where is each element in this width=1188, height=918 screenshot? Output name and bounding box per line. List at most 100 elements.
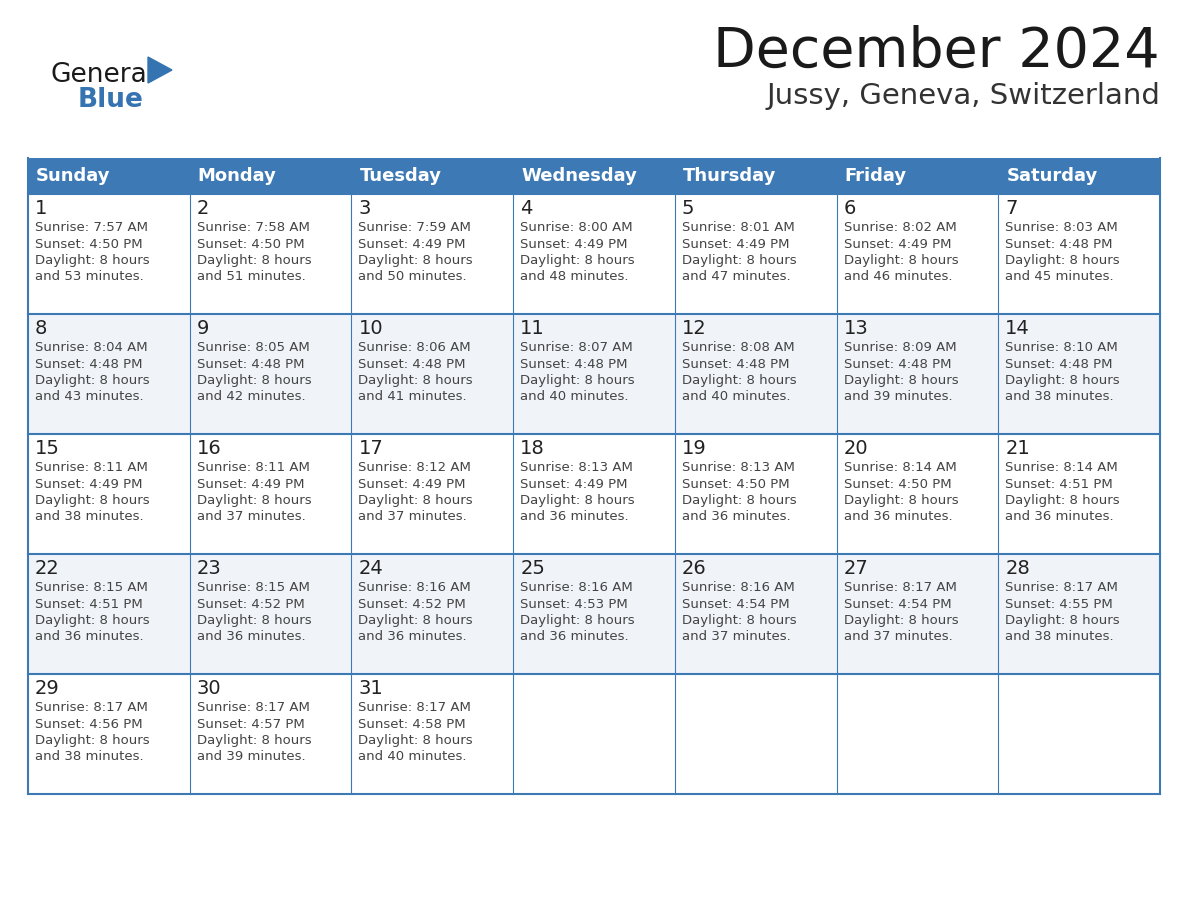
- Text: Daylight: 8 hours: Daylight: 8 hours: [682, 494, 796, 507]
- Text: Sunrise: 8:17 AM: Sunrise: 8:17 AM: [34, 701, 147, 714]
- Text: Sunset: 4:50 PM: Sunset: 4:50 PM: [34, 238, 143, 251]
- Text: 2: 2: [197, 199, 209, 218]
- Text: Blue: Blue: [78, 87, 144, 113]
- Text: Sunset: 4:48 PM: Sunset: 4:48 PM: [1005, 238, 1113, 251]
- Text: Daylight: 8 hours: Daylight: 8 hours: [1005, 494, 1120, 507]
- Text: and 43 minutes.: and 43 minutes.: [34, 390, 144, 404]
- Text: Daylight: 8 hours: Daylight: 8 hours: [843, 614, 959, 627]
- Text: and 38 minutes.: and 38 minutes.: [1005, 631, 1114, 644]
- Text: Daylight: 8 hours: Daylight: 8 hours: [197, 734, 311, 747]
- Text: Daylight: 8 hours: Daylight: 8 hours: [520, 254, 634, 267]
- Text: Daylight: 8 hours: Daylight: 8 hours: [520, 614, 634, 627]
- Text: and 37 minutes.: and 37 minutes.: [682, 631, 790, 644]
- Text: and 40 minutes.: and 40 minutes.: [682, 390, 790, 404]
- Text: Sunrise: 8:02 AM: Sunrise: 8:02 AM: [843, 221, 956, 234]
- Bar: [29, 554, 1159, 674]
- Text: and 37 minutes.: and 37 minutes.: [197, 510, 305, 523]
- Text: 7: 7: [1005, 199, 1018, 218]
- Text: Sunset: 4:48 PM: Sunset: 4:48 PM: [520, 357, 627, 371]
- Text: and 36 minutes.: and 36 minutes.: [1005, 510, 1114, 523]
- Text: Sunrise: 7:58 AM: Sunrise: 7:58 AM: [197, 221, 310, 234]
- Text: Sunrise: 8:16 AM: Sunrise: 8:16 AM: [682, 581, 795, 594]
- Text: Jussy, Geneva, Switzerland: Jussy, Geneva, Switzerland: [766, 82, 1159, 110]
- Text: and 39 minutes.: and 39 minutes.: [197, 751, 305, 764]
- Text: 9: 9: [197, 319, 209, 338]
- Text: Tuesday: Tuesday: [360, 167, 442, 185]
- Text: Sunrise: 8:11 AM: Sunrise: 8:11 AM: [197, 461, 310, 474]
- Text: Daylight: 8 hours: Daylight: 8 hours: [359, 254, 473, 267]
- Text: and 36 minutes.: and 36 minutes.: [359, 631, 467, 644]
- Text: 18: 18: [520, 439, 545, 458]
- Text: and 36 minutes.: and 36 minutes.: [34, 631, 144, 644]
- Text: Sunrise: 8:17 AM: Sunrise: 8:17 AM: [359, 701, 472, 714]
- Bar: [29, 434, 1159, 554]
- Text: 30: 30: [197, 679, 221, 698]
- Text: Sunset: 4:48 PM: Sunset: 4:48 PM: [359, 357, 466, 371]
- Text: 11: 11: [520, 319, 545, 338]
- Text: 13: 13: [843, 319, 868, 338]
- Text: Daylight: 8 hours: Daylight: 8 hours: [34, 734, 150, 747]
- Text: Sunset: 4:58 PM: Sunset: 4:58 PM: [359, 718, 466, 731]
- Text: Sunrise: 8:03 AM: Sunrise: 8:03 AM: [1005, 221, 1118, 234]
- Text: and 37 minutes.: and 37 minutes.: [359, 510, 467, 523]
- Text: 19: 19: [682, 439, 707, 458]
- Text: 21: 21: [1005, 439, 1030, 458]
- Text: Sunset: 4:49 PM: Sunset: 4:49 PM: [843, 238, 952, 251]
- Text: 24: 24: [359, 559, 384, 578]
- Text: and 40 minutes.: and 40 minutes.: [359, 751, 467, 764]
- Text: 31: 31: [359, 679, 384, 698]
- Text: Daylight: 8 hours: Daylight: 8 hours: [34, 494, 150, 507]
- Text: 5: 5: [682, 199, 694, 218]
- Text: Sunrise: 8:16 AM: Sunrise: 8:16 AM: [520, 581, 633, 594]
- Text: Sunset: 4:48 PM: Sunset: 4:48 PM: [34, 357, 143, 371]
- Text: Daylight: 8 hours: Daylight: 8 hours: [197, 254, 311, 267]
- Text: December 2024: December 2024: [713, 25, 1159, 79]
- Text: Sunrise: 8:11 AM: Sunrise: 8:11 AM: [34, 461, 147, 474]
- Text: Daylight: 8 hours: Daylight: 8 hours: [34, 254, 150, 267]
- Text: 16: 16: [197, 439, 221, 458]
- Text: Sunset: 4:49 PM: Sunset: 4:49 PM: [197, 477, 304, 490]
- Text: and 50 minutes.: and 50 minutes.: [359, 271, 467, 284]
- Text: Sunset: 4:50 PM: Sunset: 4:50 PM: [682, 477, 790, 490]
- Text: 23: 23: [197, 559, 221, 578]
- Text: Sunday: Sunday: [36, 167, 110, 185]
- Text: 17: 17: [359, 439, 384, 458]
- Text: Sunrise: 8:16 AM: Sunrise: 8:16 AM: [359, 581, 472, 594]
- Text: and 38 minutes.: and 38 minutes.: [34, 510, 144, 523]
- Text: and 36 minutes.: and 36 minutes.: [682, 510, 790, 523]
- Text: Sunset: 4:51 PM: Sunset: 4:51 PM: [1005, 477, 1113, 490]
- Text: and 36 minutes.: and 36 minutes.: [843, 510, 953, 523]
- Text: and 36 minutes.: and 36 minutes.: [197, 631, 305, 644]
- Text: Sunset: 4:48 PM: Sunset: 4:48 PM: [843, 357, 952, 371]
- Text: and 36 minutes.: and 36 minutes.: [520, 510, 628, 523]
- Text: Daylight: 8 hours: Daylight: 8 hours: [197, 494, 311, 507]
- Text: Sunset: 4:49 PM: Sunset: 4:49 PM: [682, 238, 789, 251]
- Text: Sunrise: 8:13 AM: Sunrise: 8:13 AM: [520, 461, 633, 474]
- Text: Sunrise: 8:17 AM: Sunrise: 8:17 AM: [843, 581, 956, 594]
- Text: Daylight: 8 hours: Daylight: 8 hours: [520, 494, 634, 507]
- Text: Monday: Monday: [197, 167, 277, 185]
- Text: Sunset: 4:49 PM: Sunset: 4:49 PM: [359, 238, 466, 251]
- Text: Daylight: 8 hours: Daylight: 8 hours: [34, 374, 150, 387]
- Text: Sunrise: 8:14 AM: Sunrise: 8:14 AM: [1005, 461, 1118, 474]
- Text: and 36 minutes.: and 36 minutes.: [520, 631, 628, 644]
- Text: 27: 27: [843, 559, 868, 578]
- Text: Sunset: 4:48 PM: Sunset: 4:48 PM: [1005, 357, 1113, 371]
- Text: Friday: Friday: [845, 167, 906, 185]
- Text: Daylight: 8 hours: Daylight: 8 hours: [682, 374, 796, 387]
- Text: Sunrise: 8:04 AM: Sunrise: 8:04 AM: [34, 341, 147, 354]
- Text: Sunset: 4:49 PM: Sunset: 4:49 PM: [520, 238, 627, 251]
- Text: Daylight: 8 hours: Daylight: 8 hours: [359, 374, 473, 387]
- Text: Sunrise: 8:14 AM: Sunrise: 8:14 AM: [843, 461, 956, 474]
- Text: Sunrise: 8:00 AM: Sunrise: 8:00 AM: [520, 221, 633, 234]
- Text: Daylight: 8 hours: Daylight: 8 hours: [359, 614, 473, 627]
- Text: Sunset: 4:48 PM: Sunset: 4:48 PM: [197, 357, 304, 371]
- Text: Sunset: 4:50 PM: Sunset: 4:50 PM: [197, 238, 304, 251]
- Text: Saturday: Saturday: [1006, 167, 1098, 185]
- Text: 26: 26: [682, 559, 707, 578]
- Text: Sunrise: 8:06 AM: Sunrise: 8:06 AM: [359, 341, 472, 354]
- Text: Daylight: 8 hours: Daylight: 8 hours: [843, 254, 959, 267]
- Text: and 48 minutes.: and 48 minutes.: [520, 271, 628, 284]
- Text: 29: 29: [34, 679, 59, 698]
- Text: Daylight: 8 hours: Daylight: 8 hours: [843, 374, 959, 387]
